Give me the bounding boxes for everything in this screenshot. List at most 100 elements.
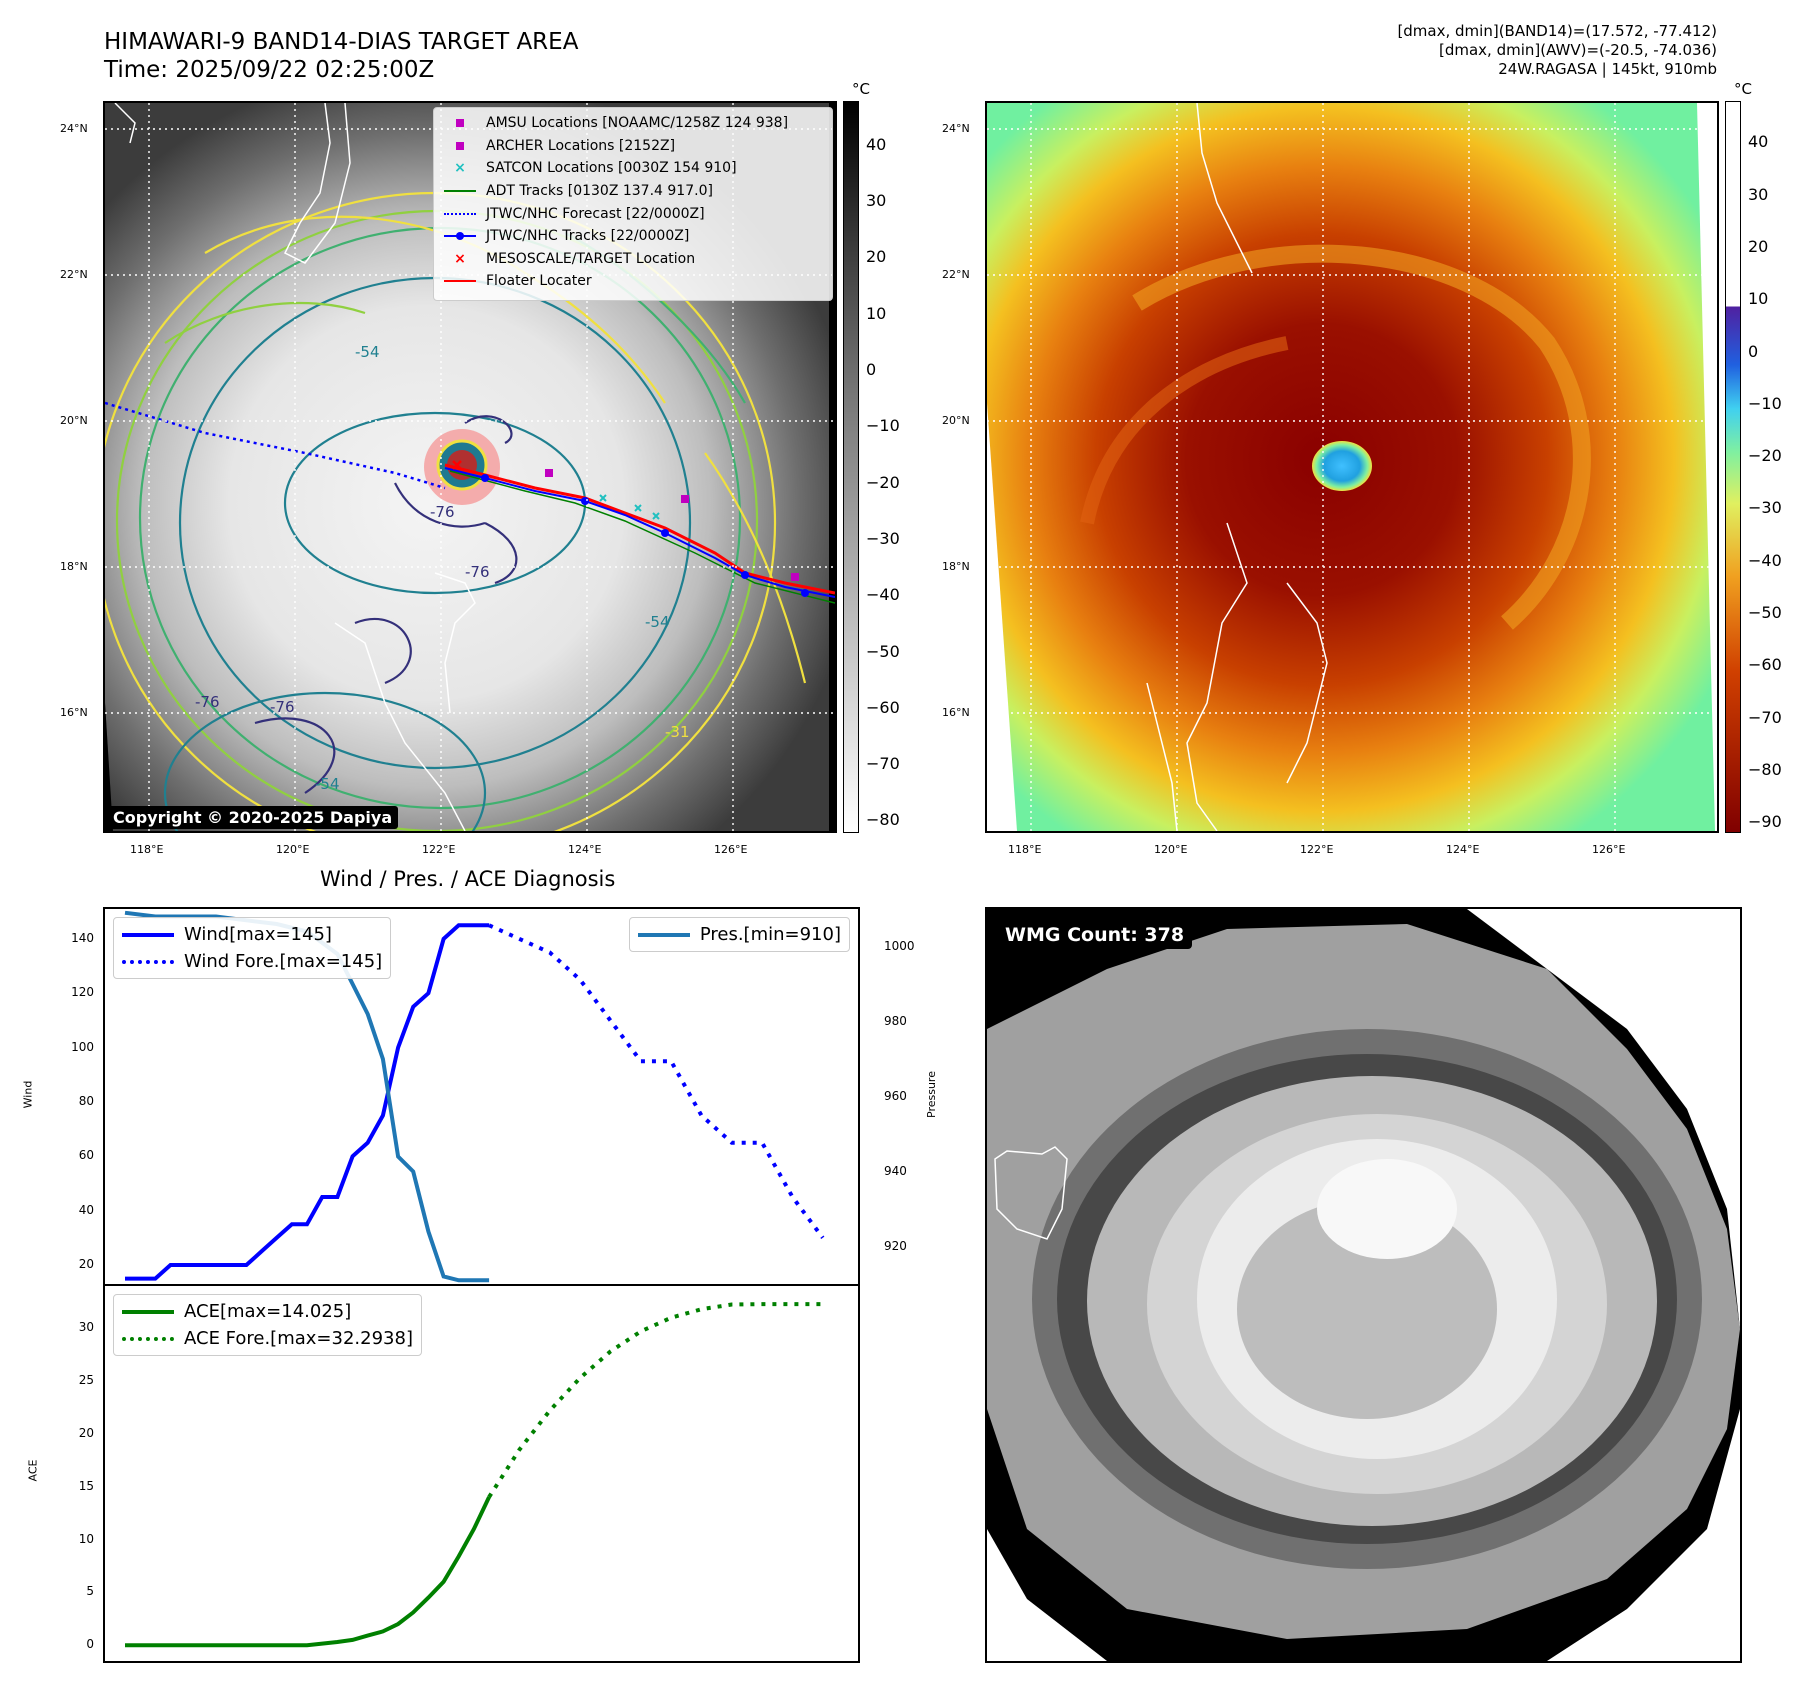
ace-legend: ACE[max=14.025] ACE Fore.[max=32.2938]: [113, 1294, 422, 1356]
colorbar-tick-label: 40: [866, 134, 887, 154]
colorbar-tick-label: 30: [1748, 184, 1769, 204]
wind-legend: Wind[max=145] Wind Fore.[max=145]: [113, 917, 392, 979]
lon-label: 118°E: [1008, 843, 1042, 856]
y-tick-label: 920: [884, 1238, 907, 1253]
line-icon: [442, 274, 478, 288]
legend-item: JTWC/NHC Tracks [22/0000Z]: [442, 225, 824, 248]
dotted-line-icon: [122, 959, 174, 964]
y-tick-label: 30: [78, 1320, 94, 1335]
y-tick-label: 940: [884, 1163, 907, 1178]
colorbar-tick-label: −40: [866, 585, 900, 605]
line-icon: [122, 932, 174, 937]
lat-label: 16°N: [60, 706, 88, 719]
legend-label: JTWC/NHC Tracks [22/0000Z]: [486, 228, 690, 245]
y-tick-label: 15: [78, 1478, 94, 1493]
colorbar-tick-label: −20: [866, 472, 900, 492]
square-marker-icon: [442, 139, 478, 153]
x-marker-icon: ×: [454, 160, 466, 177]
wind-pressure-chart: Wind[max=145] Wind Fore.[max=145] Pres.[…: [103, 907, 860, 1286]
wmg-panel: WMG Count: 378: [985, 907, 1742, 1663]
y-tick-label: 1000: [884, 938, 915, 953]
title-line-1: HIMAWARI-9 BAND14-DIAS TARGET AREA: [104, 29, 579, 55]
legend-item: Wind[max=145]: [122, 921, 382, 948]
colorbar-tick-label: 20: [1748, 236, 1769, 256]
awv-map-image: [987, 103, 1717, 831]
colorbar-unit: °C: [852, 80, 870, 98]
contour-label: -76: [465, 563, 490, 581]
colorbar-tick-label: 30: [866, 191, 887, 211]
colorbar-tick-label: −50: [1748, 602, 1782, 622]
lon-label: 120°E: [1154, 843, 1188, 856]
lon-label: 126°E: [714, 843, 748, 856]
legend-item: ACE Fore.[max=32.2938]: [122, 1325, 413, 1352]
colorbar-tick-label: 10: [866, 303, 887, 323]
colorbar-tick-label: −60: [866, 697, 900, 717]
y-tick-label: 20: [78, 1256, 94, 1271]
lon-label: 122°E: [1300, 843, 1334, 856]
storm-info: [dmax, dmin](BAND14)=(17.572, -77.412) […: [1397, 22, 1717, 79]
colorbar-tick-label: 0: [866, 360, 877, 379]
lon-label: 126°E: [1592, 843, 1626, 856]
y-tick-label: 20: [78, 1425, 94, 1440]
colorbar-tick-label: −30: [866, 528, 900, 548]
pressure-axis-label: Pressure: [924, 1071, 938, 1118]
lon-label: 118°E: [130, 843, 164, 856]
wind-pressure-plot: [124, 910, 825, 1283]
y-tick-label: 10: [78, 1531, 94, 1546]
title-line-2: Time: 2025/09/22 02:25:00Z: [104, 57, 435, 83]
colorbar-tick-label: −30: [1748, 498, 1782, 518]
colorbar-tick-label: −90: [1748, 812, 1782, 832]
series-line-1: [487, 1302, 823, 1499]
dotted-line-icon: [122, 1336, 174, 1341]
legend-label: ARCHER Locations [2152Z]: [486, 137, 676, 154]
awv-map-panel: [985, 101, 1719, 833]
lon-label: 124°E: [568, 843, 602, 856]
y-tick-label: 960: [884, 1088, 907, 1103]
lon-label: 120°E: [276, 843, 310, 856]
legend-label: Wind Fore.[max=145]: [184, 951, 383, 972]
legend-label: MESOSCALE/TARGET Location: [486, 250, 696, 267]
lat-label: 24°N: [942, 122, 970, 135]
line-dot-icon: [442, 229, 478, 243]
y-tick-label: 80: [78, 1093, 94, 1108]
copyright-label: Copyright © 2020-2025 Dapiya: [107, 806, 399, 829]
legend-label: ADT Tracks [0130Z 137.4 917.0]: [486, 183, 713, 200]
ace-plot: [125, 1302, 823, 1648]
colorbar-tick-label: 20: [866, 247, 887, 267]
legend-item: ARCHER Locations [2152Z]: [442, 135, 824, 158]
legend-item: ACE[max=14.025]: [122, 1298, 413, 1325]
ace-axis-label: ACE: [26, 1459, 40, 1482]
line-icon: [637, 932, 690, 937]
figure-title: HIMAWARI-9 BAND14-DIAS TARGET AREA Time:…: [104, 28, 578, 84]
lon-label: 122°E: [422, 843, 456, 856]
legend-item: JTWC/NHC Forecast [22/0000Z]: [442, 202, 824, 225]
series-line-1: [488, 923, 825, 1239]
y-tick-label: 100: [71, 1039, 94, 1054]
legend-label: JTWC/NHC Forecast [22/0000Z]: [486, 205, 705, 222]
colorbar-tick-label: 0: [1748, 341, 1759, 361]
y-tick-label: 140: [71, 930, 94, 945]
legend-item: Floater Locater: [442, 270, 824, 293]
contour-label: -76: [270, 698, 295, 716]
legend-label: SATCON Locations [0030Z 154 910]: [486, 160, 737, 177]
legend-label: Pres.[min=910]: [699, 924, 841, 945]
ir-colorbar: [843, 101, 859, 833]
y-tick-label: 25: [78, 1373, 94, 1388]
y-tick-label: 40: [78, 1202, 94, 1217]
colorbar-tick-label: 10: [1748, 289, 1769, 309]
legend-item: AMSU Locations [NOAAMC/1258Z 124 938]: [442, 112, 824, 135]
legend-item: Pres.[min=910]: [637, 921, 841, 948]
colorbar-tick-label: −40: [1748, 550, 1782, 570]
colorbar-tick-label: −80: [1748, 759, 1782, 779]
x-marker-icon: ×: [454, 250, 466, 267]
contour-label: -54: [315, 775, 340, 793]
lat-label: 20°N: [942, 414, 970, 427]
diagnosis-title: Wind / Pres. / ACE Diagnosis: [320, 867, 616, 891]
colorbar-tick-label: −60: [1748, 655, 1782, 675]
line-icon: [442, 184, 478, 198]
series-line-2: [124, 910, 490, 1283]
series-line-0: [125, 923, 490, 1281]
legend-item: ADT Tracks [0130Z 137.4 917.0]: [442, 180, 824, 203]
colorbar-tick-label: −50: [866, 641, 900, 661]
y-tick-label: 980: [884, 1013, 907, 1028]
